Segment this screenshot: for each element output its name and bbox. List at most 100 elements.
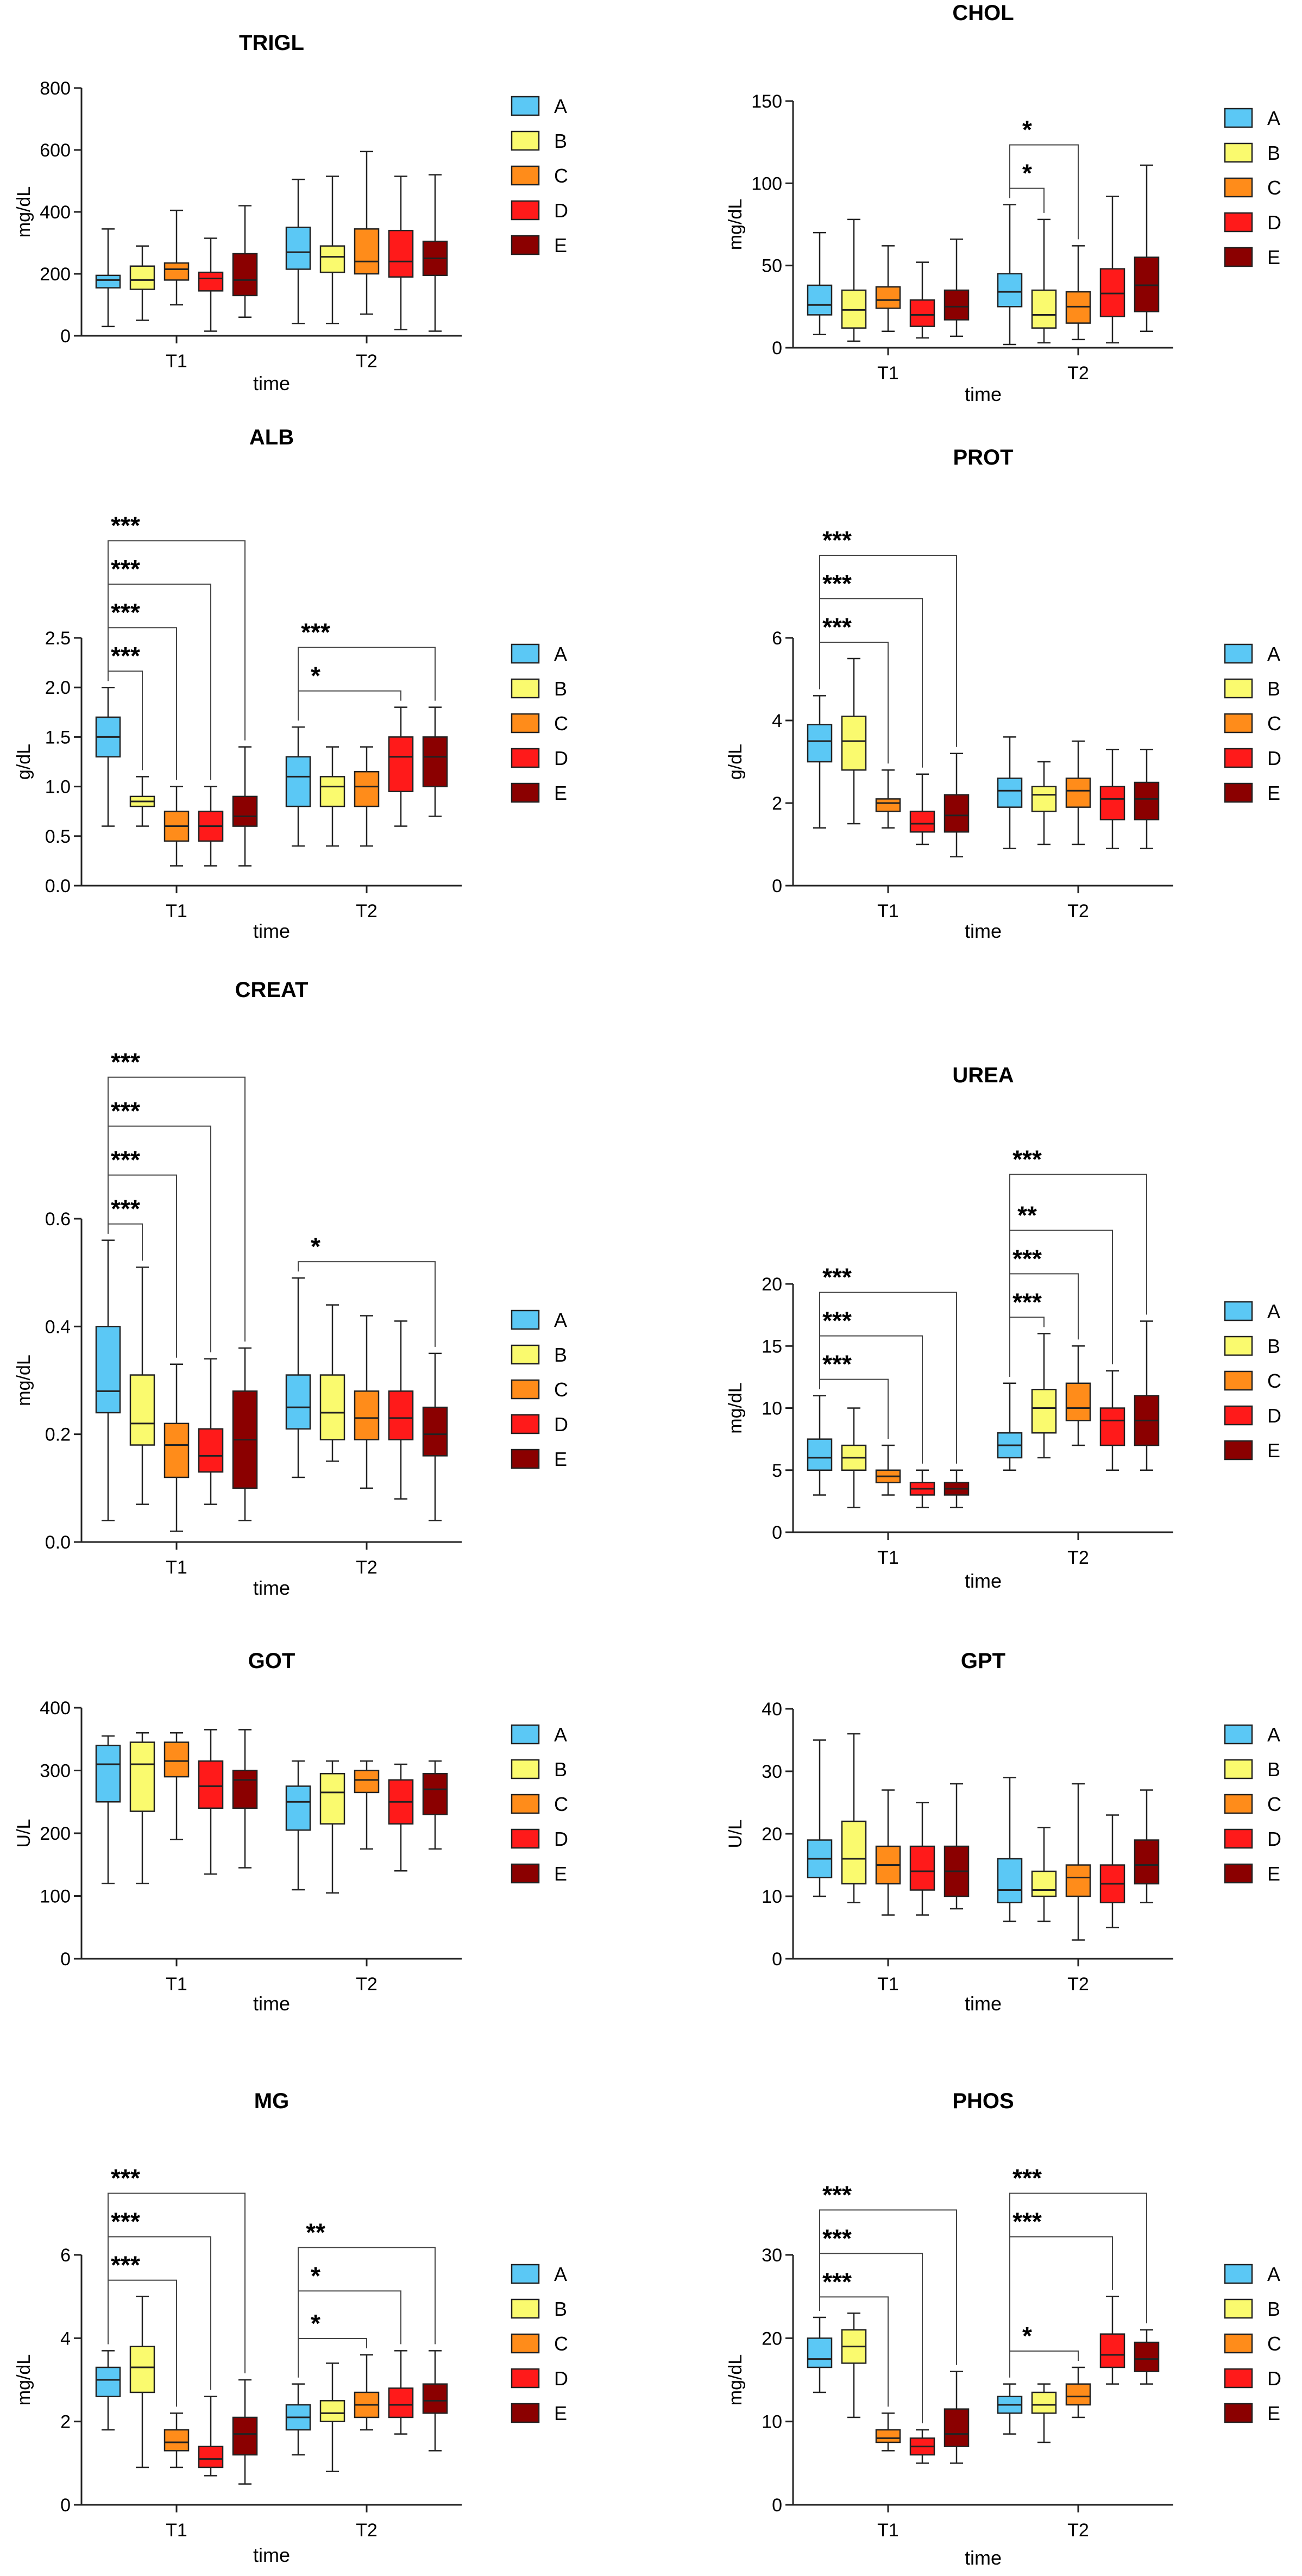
x-axis-label: time (965, 1992, 1002, 2015)
box-body (95, 274, 121, 289)
significance-label: *** (822, 2224, 852, 2252)
box-body (319, 1374, 345, 1440)
box-c-t1 (163, 2412, 190, 2468)
legend-label-b: B (1267, 142, 1280, 164)
legend-label-b: B (554, 1758, 567, 1781)
legend-swatch-a (1224, 1724, 1253, 1745)
box-a-t2 (285, 1277, 311, 1478)
chart-title: PHOS (952, 2089, 1014, 2113)
box-c-t1 (875, 2412, 901, 2452)
box-a-t2 (997, 736, 1023, 849)
y-axis-label: mg/dL (725, 199, 746, 250)
box-body (198, 2446, 224, 2468)
box-d-t2 (388, 706, 414, 827)
box-a-t1 (95, 2350, 121, 2431)
y-tick-label: 0 (772, 1522, 782, 1543)
box-e-t1 (232, 746, 258, 867)
legend-swatch-b (1224, 2298, 1253, 2319)
box-a-t1 (807, 2316, 833, 2393)
box-c-t1 (163, 786, 190, 867)
significance-label: *** (111, 642, 140, 670)
chart-title: PROT (953, 446, 1013, 469)
significance-bracket: *** (819, 1307, 923, 1464)
legend-label-e: E (1267, 246, 1280, 268)
x-axis-label: time (965, 1570, 1002, 1592)
x-axis-label: time (965, 383, 1002, 405)
legend-swatch-d (1224, 1405, 1253, 1426)
significance-bracket: *** (1009, 1145, 1147, 1377)
box-b-t1 (129, 1267, 155, 1505)
box-c-t2 (1065, 245, 1091, 341)
x-tick-label: T1 (877, 363, 899, 384)
box-body (129, 1374, 155, 1446)
box-body (1134, 256, 1160, 312)
box-body (319, 776, 345, 807)
box-b-t1 (841, 1733, 867, 1903)
significance-label: *** (111, 511, 140, 540)
legend-label-d: D (1267, 1828, 1281, 1850)
box-body (1031, 1870, 1057, 1897)
box-a-t1 (95, 1735, 121, 1884)
y-tick-label: 0 (772, 876, 782, 897)
box-c-t2 (1065, 1783, 1091, 1941)
box-c-t2 (354, 1315, 380, 1489)
legend-swatch-c (511, 2333, 540, 2354)
box-body (95, 1745, 121, 1803)
y-tick-label: 5 (772, 1461, 782, 1481)
significance-label: * (311, 2261, 320, 2290)
legend-label-c: C (1267, 2333, 1281, 2355)
legend-label-a: A (1267, 1300, 1280, 1323)
box-body (997, 778, 1023, 808)
significance-label: *** (1012, 2208, 1042, 2236)
legend-label-e: E (1267, 2402, 1280, 2424)
box-e-t1 (232, 1729, 258, 1869)
box-a-t1 (95, 228, 121, 328)
box-b-t1 (841, 2312, 867, 2418)
legend-label-c: C (1267, 1793, 1281, 1815)
legend-label-b: B (554, 2298, 567, 2320)
box-body (95, 1326, 121, 1414)
box-body (388, 229, 414, 278)
box-body (875, 2429, 901, 2443)
box-d-t1 (909, 1469, 935, 1508)
x-tick-label: T1 (166, 1974, 187, 1995)
y-tick-label: 0.4 (45, 1317, 71, 1337)
box-b-t2 (1031, 1333, 1057, 1459)
x-tick-label: T2 (1067, 2520, 1089, 2541)
legend-label-a: A (554, 643, 567, 665)
legend-swatch-c (1224, 177, 1253, 198)
significance-bracket: *** (819, 2224, 923, 2423)
y-axis-label: g/dL (14, 744, 34, 780)
legend-swatch-d (1224, 2368, 1253, 2389)
box-d-t1 (198, 786, 224, 867)
box-body (163, 1422, 190, 1478)
y-tick-label: 2 (60, 2412, 71, 2433)
legend-label-a: A (1267, 1723, 1280, 1746)
legend-swatch-b (511, 2298, 540, 2319)
box-d-t1 (909, 261, 935, 339)
legend-swatch-d (1224, 212, 1253, 233)
box-body (1099, 268, 1125, 317)
bracket-line (298, 647, 436, 721)
y-tick-label: 150 (751, 91, 782, 112)
bracket-line (298, 2247, 436, 2378)
box-d-t1 (198, 1729, 224, 1875)
box-body (1031, 2391, 1057, 2414)
significance-bracket: * (1009, 2322, 1079, 2378)
box-e-t2 (1134, 164, 1160, 332)
box-body (1065, 778, 1091, 808)
y-tick-label: 400 (40, 202, 71, 223)
x-axis-label: time (253, 920, 290, 942)
legend-label-e: E (554, 2402, 567, 2424)
y-tick-label: 20 (762, 1824, 782, 1845)
legend-swatch-e (1224, 1440, 1253, 1461)
box-b-t1 (129, 2296, 155, 2468)
box-e-t1 (232, 205, 258, 318)
x-tick-label: T1 (877, 1974, 899, 1995)
box-body (388, 1390, 414, 1440)
box-d-t2 (1099, 748, 1125, 849)
